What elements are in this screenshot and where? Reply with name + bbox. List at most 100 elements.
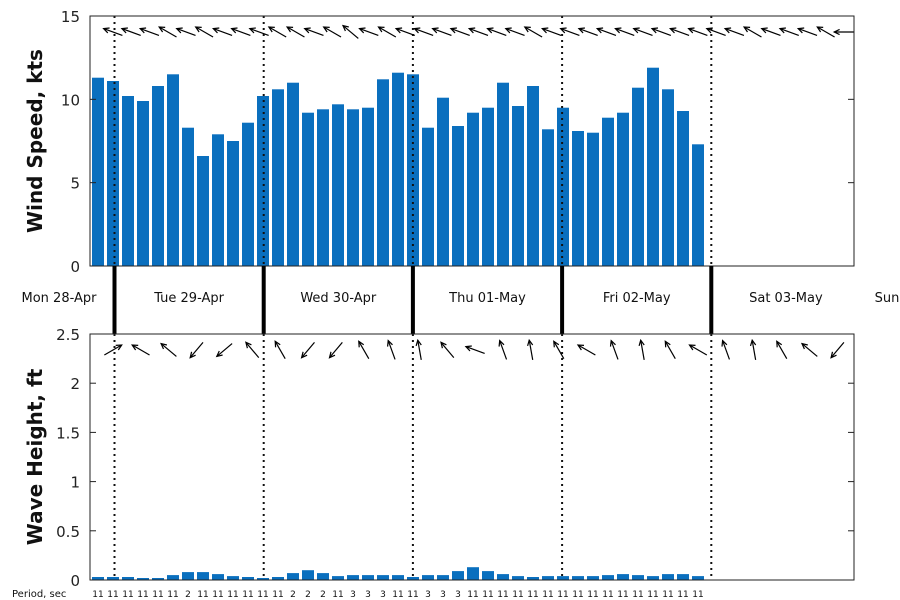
y-tick-label: 0 (70, 572, 80, 590)
wave-height-bar (392, 575, 404, 580)
wind-speed-bar (482, 107, 494, 266)
y-tick-label: 1 (70, 474, 80, 492)
y-tick-label: 15 (61, 8, 80, 26)
wave-height-bar (197, 572, 209, 580)
wave-direction-arrow (749, 338, 757, 360)
period-label: 11 (137, 590, 148, 600)
wind-speed-bar (602, 117, 614, 266)
day-label: Fri 02-May (603, 291, 671, 306)
wave-height-bar (332, 576, 344, 580)
wind-speed-bar (467, 112, 479, 266)
wind-speed-bar (422, 127, 434, 266)
wave-height-bar (662, 574, 674, 580)
wave-height-bar (362, 575, 374, 580)
wave-height-bar (437, 575, 449, 580)
wind-speed-bar (152, 86, 164, 266)
period-label: 11 (272, 590, 283, 600)
y-tick-label: 10 (61, 91, 80, 109)
wind-direction-arrow (267, 26, 287, 38)
wave-height-bar (287, 573, 299, 580)
wave-height-bar (182, 572, 194, 580)
wind-speed-bar (452, 126, 464, 266)
period-label: 11 (242, 590, 253, 600)
wave-direction-arrow (576, 344, 596, 356)
wave-direction-arrow (215, 343, 233, 358)
wind-direction-arrow (449, 27, 470, 36)
day-label: Tue 29-Apr (153, 291, 224, 306)
y-tick-label: 2 (70, 375, 80, 393)
wind-direction-arrow (377, 26, 397, 38)
period-label: 11 (332, 590, 343, 600)
wind-direction-arrow (322, 26, 342, 38)
y-tick-label: 0 (70, 258, 80, 276)
wind-speed-bar (662, 89, 674, 266)
wind-direction-arrows (102, 24, 855, 39)
period-label: 11 (257, 590, 268, 600)
wind-speed-bar (302, 112, 314, 266)
wind-direction-arrow (341, 24, 359, 39)
period-label: 2 (290, 590, 296, 600)
wind-speed-bar (212, 134, 224, 266)
period-label: 11 (617, 590, 628, 600)
wave-height-bar (632, 575, 644, 580)
period-label: 11 (542, 590, 553, 600)
wave-direction-arrow (300, 341, 315, 359)
wave-day-dividers (113, 334, 713, 580)
wave-direction-arrow (464, 345, 485, 354)
wave-direction-arrow (245, 341, 260, 359)
period-label: 11 (632, 590, 643, 600)
wave-direction-arrow (800, 342, 818, 357)
wave-height-bar (587, 576, 599, 580)
wind-speed-bar (407, 74, 419, 266)
wave-height-bar (167, 575, 179, 580)
wave-height-bar (602, 575, 614, 580)
period-label: 11 (392, 590, 403, 600)
wind-speed-bar (557, 107, 569, 266)
wave-height-bar (302, 570, 314, 580)
wave-height-panel: 0 0.5 1 1.5 2 2.5 Wave Height, ft (23, 326, 855, 590)
period-label: 11 (647, 590, 658, 600)
wave-y-ticks: 0 0.5 1 1.5 2 2.5 (56, 326, 854, 590)
wind-speed-bar (377, 79, 389, 266)
wave-height-bar (617, 574, 629, 580)
wave-direction-arrow (131, 344, 150, 356)
wind-speed-bar (632, 87, 644, 266)
wind-direction-arrow (158, 26, 177, 38)
wind-direction-arrow (577, 27, 598, 36)
wind-direction-arrow (632, 27, 653, 36)
period-label: 2 (185, 590, 191, 600)
wind-speed-bar (107, 81, 119, 266)
wind-speed-bar (332, 104, 344, 266)
wind-direction-arrow (540, 27, 562, 36)
wave-height-bar (407, 577, 419, 580)
wave-height-bar (347, 575, 359, 580)
wave-direction-arrow (415, 338, 422, 360)
wind-speed-bar (527, 86, 539, 266)
wave-height-bar (497, 574, 509, 580)
wave-direction-arrow (189, 341, 204, 359)
wave-direction-arrow (498, 339, 508, 360)
wind-direction-arrow (723, 27, 745, 36)
wind-direction-arrow (467, 27, 489, 36)
wind-direction-arrow (248, 27, 269, 36)
wave-height-bar (452, 571, 464, 580)
wind-direction-arrow (138, 27, 160, 36)
y-tick-label: 1.5 (56, 424, 80, 442)
period-label: 11 (497, 590, 508, 600)
wind-direction-arrow (687, 27, 708, 36)
wind-direction-arrow (614, 27, 635, 36)
wind-speed-bar (572, 131, 584, 266)
period-label: 11 (227, 590, 238, 600)
wind-speed-bar (197, 156, 209, 266)
wave-direction-arrow (609, 339, 619, 360)
wind-direction-arrow (595, 27, 617, 36)
wind-speed-bar (617, 112, 629, 266)
period-label: 11 (677, 590, 688, 600)
wind-direction-arrow (120, 27, 141, 36)
period-label: 11 (482, 590, 493, 600)
wave-direction-arrows (104, 338, 845, 360)
wind-direction-arrow (559, 27, 580, 36)
wind-direction-arrow (431, 27, 452, 36)
day-band: Mon 28-Apr Tue 29-Apr Wed 30-Apr Thu 01-May… (22, 266, 899, 334)
wave-height-bar (152, 578, 164, 580)
